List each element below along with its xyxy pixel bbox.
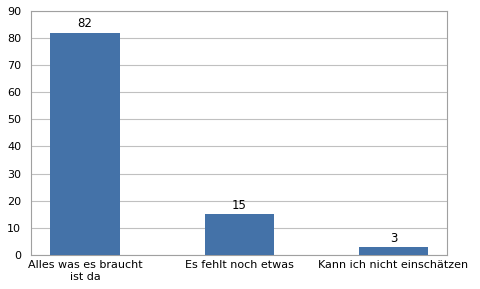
Bar bbox=[204, 214, 274, 255]
Text: 3: 3 bbox=[389, 231, 396, 244]
Bar bbox=[50, 33, 120, 255]
Text: 82: 82 bbox=[77, 17, 92, 30]
Bar bbox=[358, 247, 427, 255]
Text: 15: 15 bbox=[231, 199, 246, 212]
